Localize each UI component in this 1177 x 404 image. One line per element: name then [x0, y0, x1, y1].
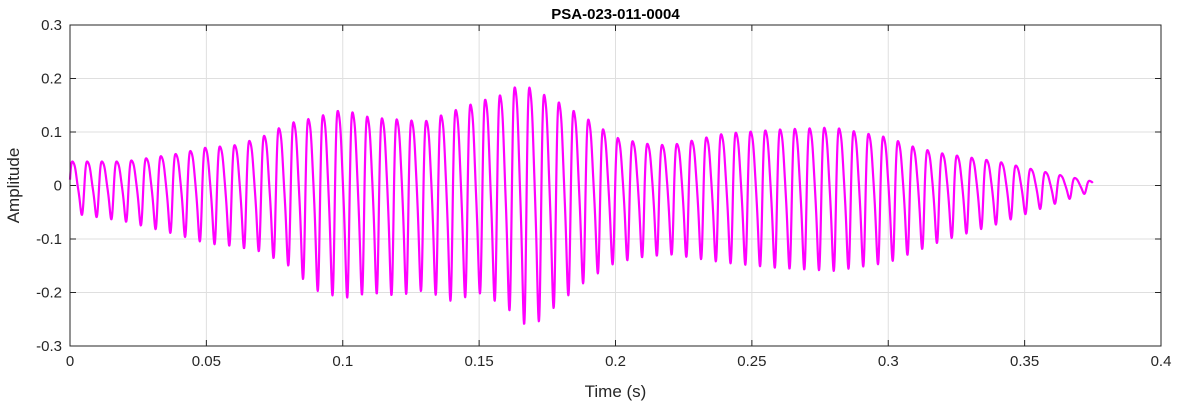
x-tick-label: 0.2	[605, 353, 626, 370]
chart-title: PSA-023-011-0004	[551, 6, 680, 23]
y-tick-label: -0.1	[36, 231, 62, 248]
x-tick-label: 0.05	[192, 353, 221, 370]
waveform-line	[68, 86, 1094, 325]
x-tick-label: 0.4	[1151, 353, 1172, 370]
y-tick-label: 0.3	[41, 17, 62, 34]
y-axis-label: Amplitude	[4, 148, 23, 224]
axis-ticks: 0 0.05 0.1 0.15 0.2 0.25 0.3 0.35 0.4 -0.3 -0.2 -0.…	[36, 17, 1171, 370]
y-tick-label: -0.3	[36, 338, 62, 355]
series-lines	[68, 86, 1094, 325]
x-axis-label: Time (s)	[585, 382, 647, 401]
y-tick-label: 0	[54, 178, 62, 195]
x-tick-label: 0.3	[878, 353, 899, 370]
x-tick-label: 0	[66, 353, 74, 370]
x-tick-label: 0.35	[1010, 353, 1039, 370]
y-tick-label: 0.1	[41, 124, 62, 141]
x-tick-label: 0.1	[332, 353, 353, 370]
y-tick-label: 0.2	[41, 71, 62, 88]
y-tick-label: -0.2	[36, 285, 62, 302]
x-tick-label: 0.15	[465, 353, 494, 370]
x-tick-label: 0.25	[737, 353, 766, 370]
